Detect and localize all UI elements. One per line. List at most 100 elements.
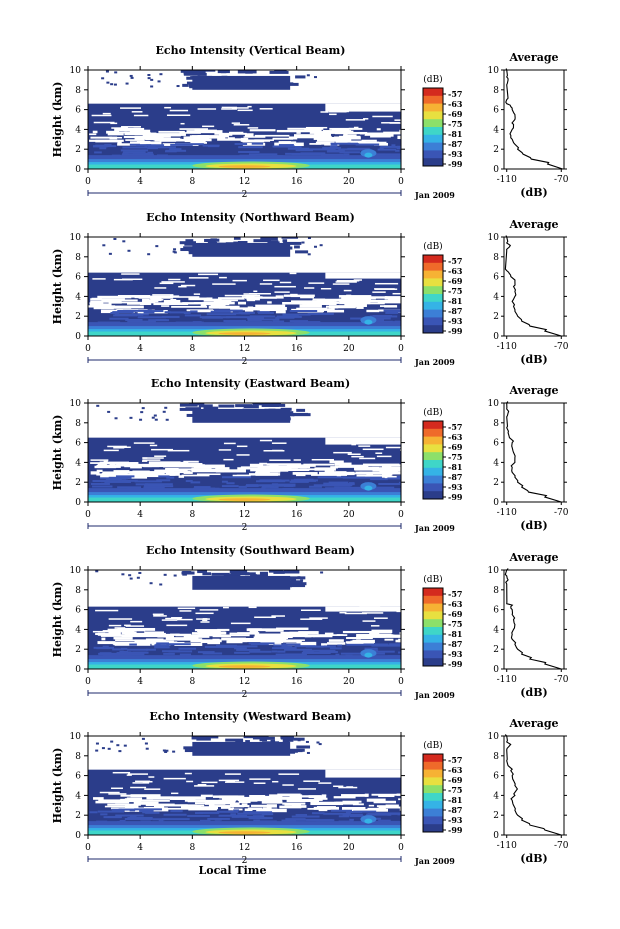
- upper-echo-cell: [162, 410, 166, 413]
- echo-gap-cell: [375, 452, 383, 454]
- echo-gap-cell: [100, 475, 118, 479]
- upper-echo-cell: [191, 736, 207, 740]
- average-profile-line: [505, 68, 563, 170]
- average-y-tick-label: 2: [493, 478, 499, 488]
- upper-echo-cell: [162, 749, 166, 752]
- upper-echo-cell: [233, 237, 241, 240]
- evening-echo: [364, 485, 373, 491]
- echo-streak: [137, 316, 166, 319]
- daytime-core: [218, 165, 271, 168]
- colorbar-swatch: [423, 103, 443, 112]
- echo-gap-cell: [97, 462, 107, 466]
- echo-gap-cell: [95, 633, 117, 636]
- echo-gap-cell: [165, 468, 194, 470]
- echo-streak: [330, 142, 351, 145]
- echo-streak: [90, 482, 110, 485]
- echo-streak: [163, 813, 187, 816]
- upper-echo-cell: [294, 245, 300, 249]
- x-tick-label: 20: [343, 510, 355, 520]
- echo-gap-cell: [200, 304, 207, 308]
- average-y-tick-label: 2: [493, 645, 499, 655]
- colorbar-tick-label: -69: [448, 609, 463, 619]
- average-x-label: (dB): [520, 519, 547, 532]
- echo-streak: [313, 484, 340, 487]
- heatmap-cells: [88, 736, 401, 835]
- echo-gap-cell: [186, 780, 194, 783]
- x-tick-label: 0: [85, 510, 91, 520]
- upper-echo-block: [192, 242, 291, 257]
- echo-streak: [256, 480, 286, 483]
- echo-streak: [330, 145, 338, 148]
- echo-gap-cell: [134, 639, 166, 643]
- echo-gap-cell: [277, 638, 287, 641]
- echo-streak: [215, 645, 237, 648]
- upper-echo-cell: [130, 76, 134, 79]
- echo-streak: [302, 650, 314, 653]
- echo-streak: [289, 310, 318, 313]
- colorbar-swatch: [423, 754, 443, 763]
- evening-echo: [364, 818, 373, 824]
- echo-gap-cell: [284, 130, 309, 132]
- average-y-tick-label: 6: [493, 772, 499, 782]
- echo-gap-cell: [159, 282, 174, 285]
- y-axis-label: Height (km): [51, 415, 64, 491]
- echo-gap-cell: [180, 806, 199, 810]
- echo-gap-cell: [258, 809, 268, 812]
- echo-streak: [347, 142, 358, 145]
- echo-gap-cell: [398, 798, 401, 801]
- echo-gap-cell: [127, 773, 148, 775]
- echo-gap-cell: [287, 127, 324, 130]
- echo-gap-cell: [127, 473, 162, 478]
- echo-gap-cell: [161, 281, 185, 283]
- echo-gap-cell: [362, 620, 376, 622]
- echo-streak: [249, 315, 272, 318]
- colorbar-swatch: [423, 158, 443, 167]
- echo-gap-cell: [313, 136, 347, 140]
- echo-gap-cell: [339, 464, 369, 468]
- echo-gap-cell: [373, 617, 388, 619]
- colorbar-tick-label: -81: [448, 129, 462, 139]
- echo-gap-cell: [266, 463, 302, 466]
- echo-gap-cell: [289, 795, 321, 798]
- echo-gap-cell: [96, 464, 121, 468]
- echo-streak: [138, 309, 152, 312]
- echo-gap-cell: [134, 295, 141, 299]
- average-x-tick-label: -70: [554, 175, 569, 185]
- y-tick-label: 2: [75, 312, 81, 322]
- echo-gap-cell: [112, 771, 131, 774]
- y-tick-label: 8: [75, 86, 81, 96]
- echo-gap-cell: [249, 795, 266, 797]
- panel-2: Echo Intensity (Eastward Beam) 0 2 4 6 8 10 0 4 8…: [51, 377, 569, 533]
- echo-streak: [238, 146, 263, 149]
- upper-echo-cell: [252, 403, 271, 406]
- colorbar-swatch: [423, 619, 443, 628]
- echo-gap-cell: [336, 634, 344, 636]
- echo-streak: [272, 320, 285, 323]
- echo-gap-cell: [399, 807, 401, 811]
- echo-gap-cell: [388, 299, 399, 302]
- upper-echo-block: [192, 75, 291, 90]
- echo-gap-cell: [286, 643, 316, 646]
- echo-gap-cell: [385, 804, 399, 808]
- echo-gap-cell: [119, 799, 154, 802]
- echo-gap-cell: [271, 442, 287, 444]
- echo-gap-cell: [221, 108, 237, 110]
- colorbar-swatch: [423, 134, 443, 144]
- echo-gap-cell: [288, 136, 323, 139]
- echo-gap-cell: [113, 446, 131, 449]
- echo-gap-cell: [201, 781, 218, 784]
- upper-echo-cell: [163, 573, 167, 576]
- echo-gap-cell: [198, 273, 219, 276]
- echo-streak: [287, 147, 310, 150]
- echo-streak: [352, 476, 382, 479]
- echo-gap-cell: [395, 639, 401, 643]
- echo-streak: [330, 483, 351, 486]
- echo-gap-cell: [213, 300, 232, 303]
- echo-gap-cell: [381, 465, 392, 469]
- echo-streak: [129, 643, 137, 646]
- colorbar-swatch: [423, 111, 443, 120]
- daytime-core: [218, 332, 271, 335]
- echo-gap-cell: [284, 636, 293, 639]
- echo-gap-cell: [237, 640, 274, 643]
- echo-gap-cell: [108, 624, 122, 627]
